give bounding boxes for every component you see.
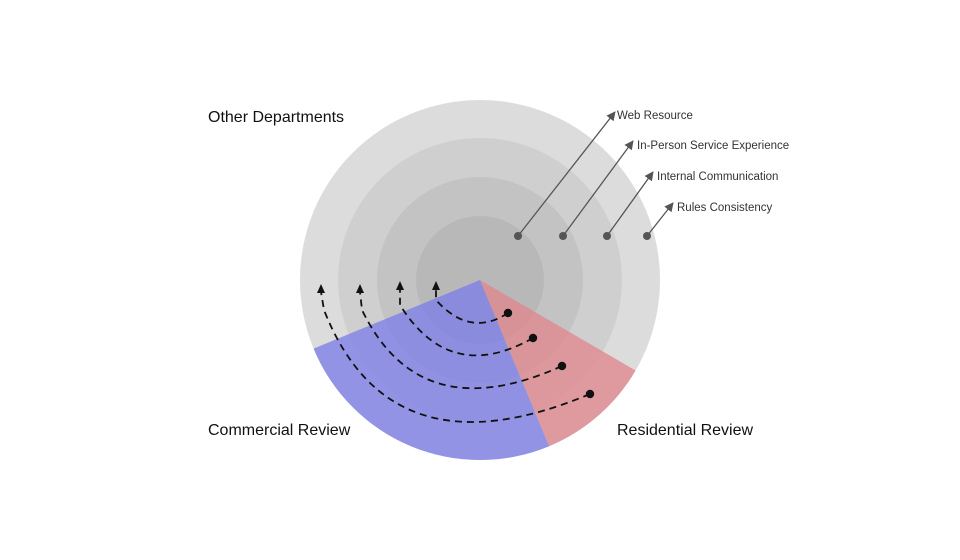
leader-arrow-web-resource [517,111,616,237]
ring-label-web-resource: Web Resource [617,110,693,122]
residential-review-label: Residential Review [617,422,754,439]
leader-dot-icon [559,232,567,240]
flow-path-2 [399,289,534,357]
ring-label-in-person-service: In-Person Service Experience [637,140,789,152]
residential-review-wedge [480,280,636,447]
commercial-review-label: Commercial Review [208,422,351,439]
leader-arrow-rules-consistency [646,202,674,237]
flow-arrowhead-icon [317,284,325,293]
flow-start-dot-icon [503,308,513,318]
leaders-layer [514,111,674,240]
flow-start-dot-icon [585,389,595,399]
ring-label-rules-consistency: Rules Consistency [677,202,772,214]
other-departments-label: Other Departments [208,109,344,126]
flow-path-1 [435,289,509,324]
flow-arrowhead-icon [356,284,364,293]
flow-arrowhead-icon [396,281,404,290]
flow-path-4 [320,291,591,423]
leader-dot-icon [514,232,522,240]
leader-arrow-in-person-service [562,140,634,237]
leader-arrow-internal-communication [606,171,654,237]
flow-arrowhead-icon [432,281,440,290]
flow-path-3 [359,291,563,390]
commercial-review-wedge [313,280,550,461]
flow-start-dot-icon [528,333,538,343]
leader-dot-icon [643,232,651,240]
flows-layer [317,281,595,423]
wedges-layer [313,280,636,461]
flow-start-dot-icon [557,361,567,371]
leader-dot-icon [603,232,611,240]
ring-label-internal-communication: Internal Communication [657,171,778,183]
